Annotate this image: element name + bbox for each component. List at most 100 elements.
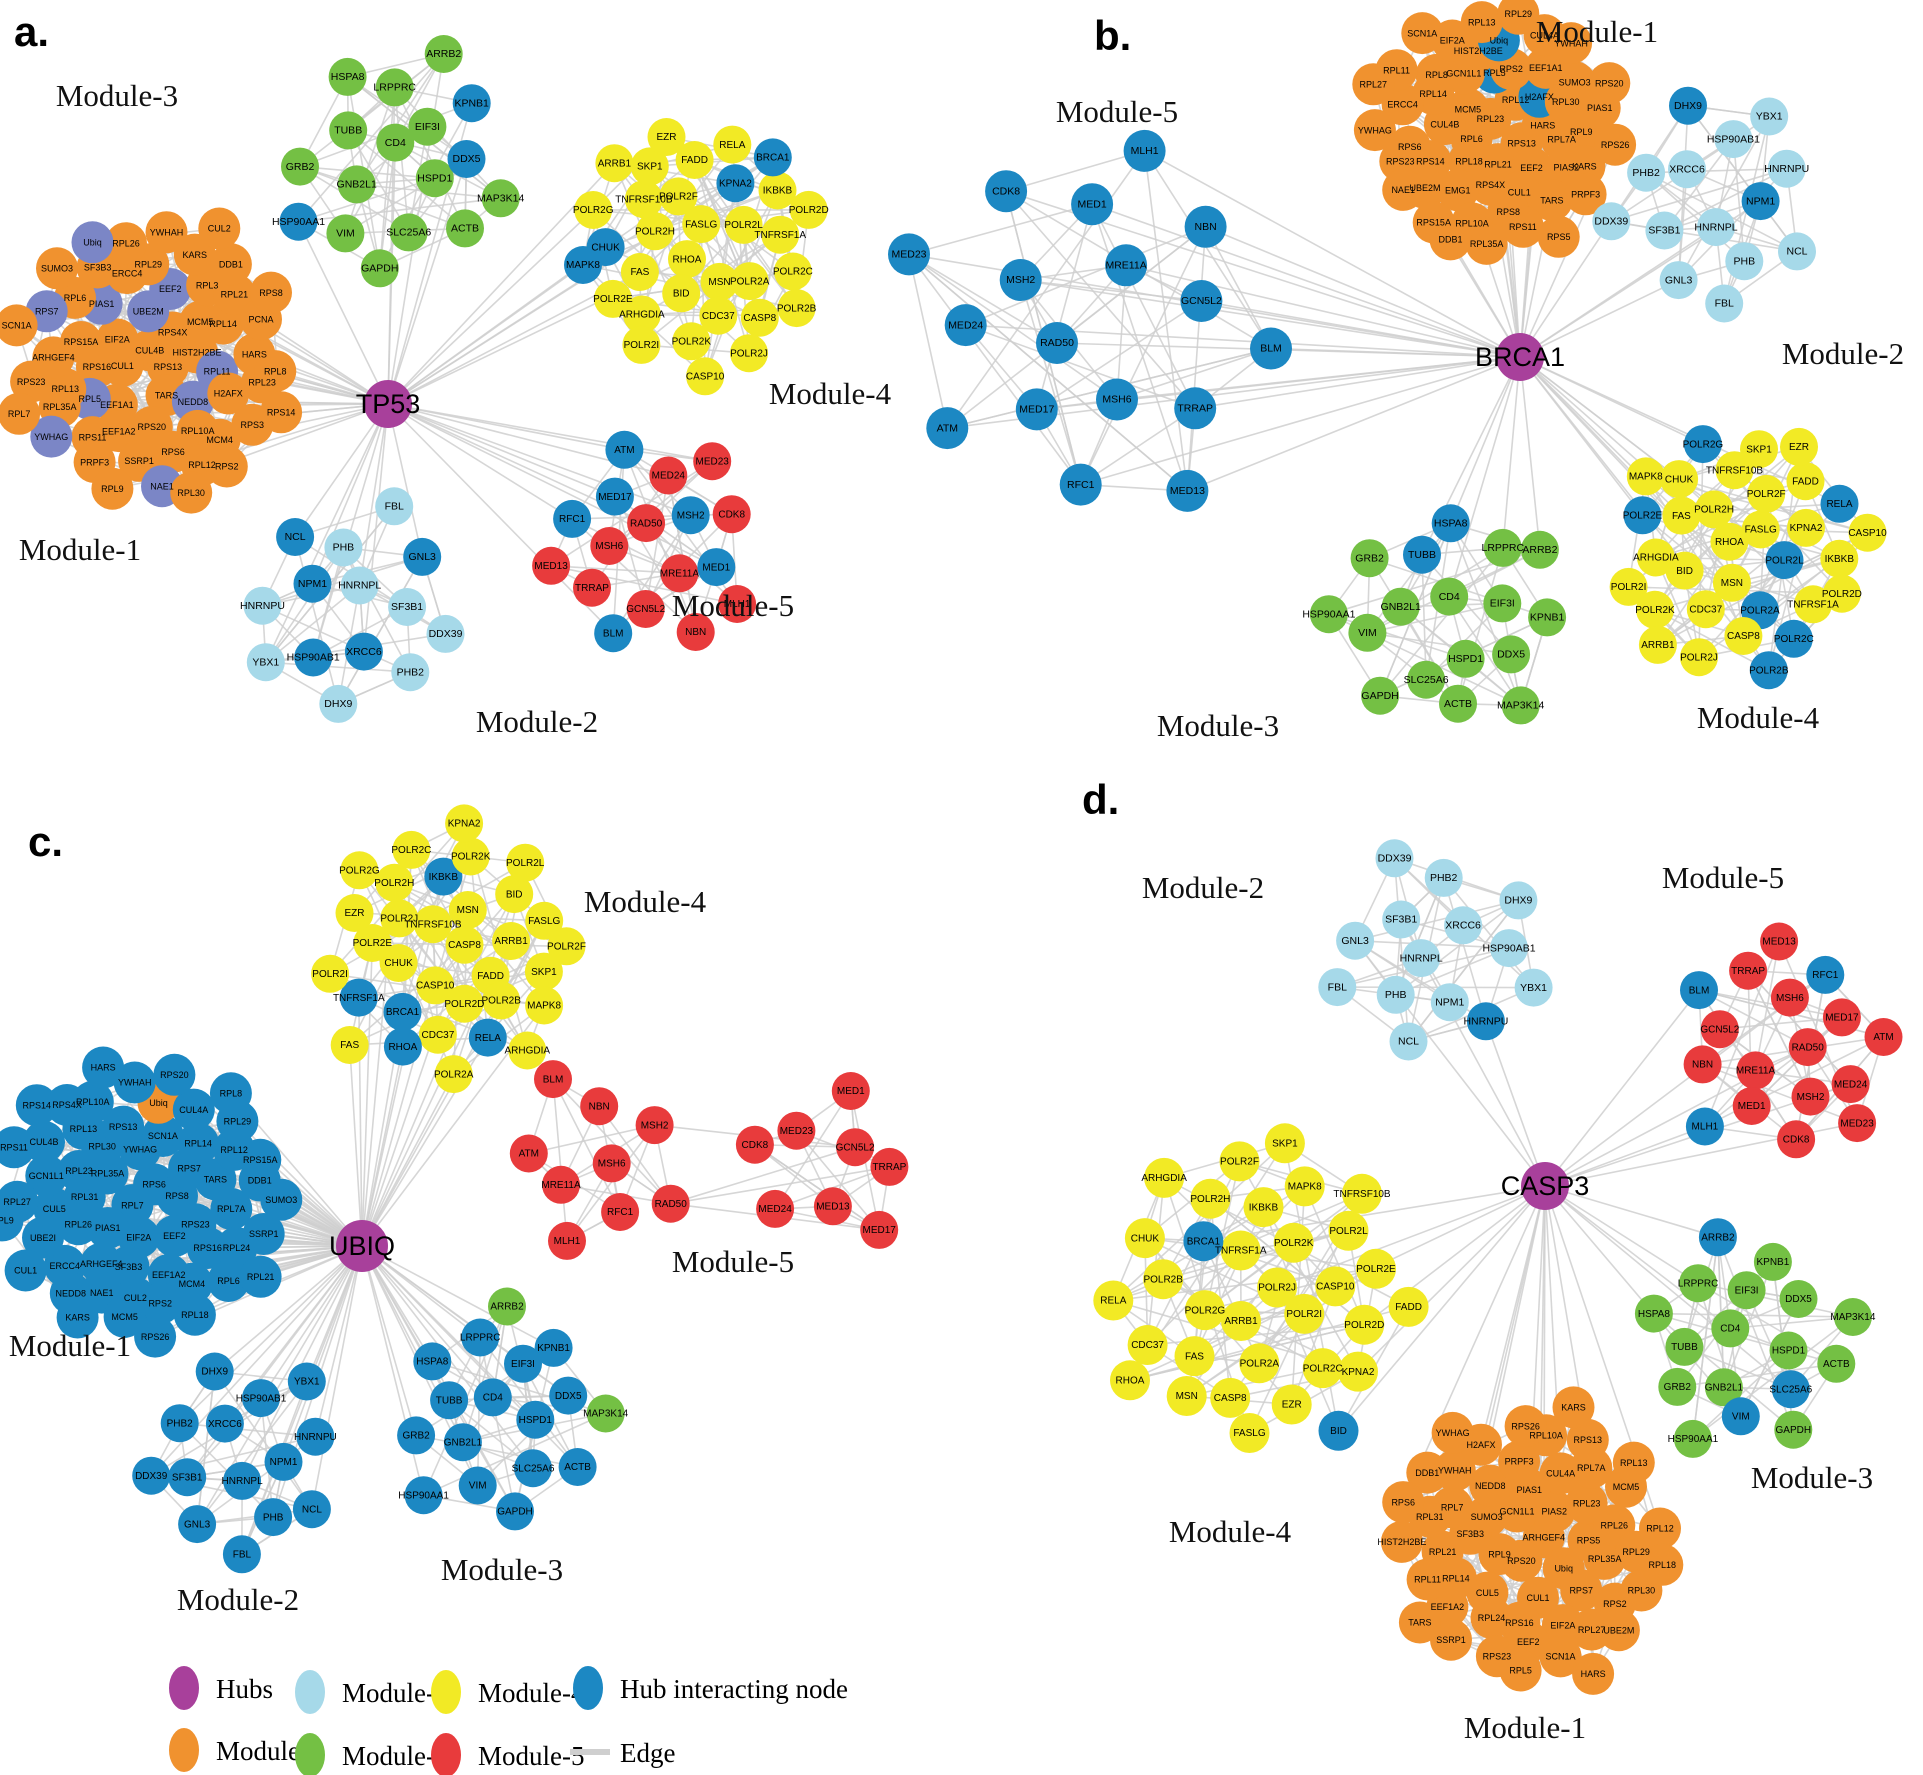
node-CHUK[interactable]: [1124, 1218, 1165, 1259]
node-RAD50[interactable]: [627, 504, 666, 543]
node-YWHAG[interactable]: [1431, 1411, 1474, 1454]
node-CDC37[interactable]: [1686, 590, 1725, 629]
node-BID[interactable]: [1318, 1410, 1359, 1451]
node-MED23[interactable]: [693, 442, 732, 481]
node-MED1[interactable]: [1732, 1087, 1771, 1125]
node-SF3B1[interactable]: [1645, 211, 1684, 250]
node-ATM[interactable]: [509, 1134, 548, 1173]
node-RPL18[interactable]: [173, 1293, 216, 1336]
node-CUL2[interactable]: [198, 207, 241, 250]
node-ARHGDIA[interactable]: [508, 1031, 547, 1070]
node-SCN1A[interactable]: [0, 304, 38, 347]
node-POLR2K[interactable]: [1273, 1222, 1314, 1263]
node-CASP10[interactable]: [1315, 1266, 1356, 1307]
node-FAS[interactable]: [330, 1026, 369, 1064]
node-KPNA2[interactable]: [1787, 508, 1825, 547]
node-POLR2L[interactable]: [506, 843, 545, 882]
node-YWHAG[interactable]: [30, 415, 73, 458]
node-NPM1[interactable]: [1741, 182, 1780, 221]
node-RPL18[interactable]: [1641, 1543, 1684, 1586]
node-FADD[interactable]: [675, 141, 714, 179]
node-LRPPRC[interactable]: [461, 1318, 500, 1357]
node-MSN[interactable]: [448, 891, 487, 929]
node-MSH2[interactable]: [999, 259, 1042, 301]
node-POLR2C[interactable]: [1302, 1348, 1343, 1389]
node-NBN[interactable]: [676, 613, 715, 651]
node-FASLG[interactable]: [1229, 1413, 1270, 1453]
node-RAD50[interactable]: [651, 1184, 690, 1223]
node-TUBB[interactable]: [329, 111, 368, 150]
node-PHB[interactable]: [254, 1498, 293, 1537]
node-RPS26[interactable]: [134, 1315, 177, 1358]
node-DHX9[interactable]: [195, 1352, 234, 1391]
node-YBX1[interactable]: [246, 643, 285, 682]
node-GCN5L2[interactable]: [836, 1128, 875, 1167]
node-DDX5[interactable]: [1492, 635, 1531, 674]
node-BID[interactable]: [495, 875, 534, 914]
node-GRB2[interactable]: [281, 147, 319, 186]
node-LRPPRC[interactable]: [1679, 1264, 1718, 1303]
node-BLM[interactable]: [1680, 971, 1718, 1010]
node-RPL12[interactable]: [1639, 1507, 1681, 1550]
node-VIM[interactable]: [458, 1466, 497, 1505]
node-RPL8[interactable]: [209, 1072, 252, 1115]
node-MED13[interactable]: [813, 1187, 852, 1226]
node-HSPD1[interactable]: [1769, 1331, 1808, 1370]
node-SLC25A6[interactable]: [389, 213, 428, 252]
node-CDK8[interactable]: [1777, 1120, 1816, 1159]
node-RPL9[interactable]: [1478, 1533, 1521, 1576]
node-YWHAH[interactable]: [1550, 22, 1593, 65]
node-RPS14[interactable]: [260, 391, 303, 434]
node-EMG1[interactable]: [1436, 169, 1479, 212]
node-RPL9[interactable]: [0, 1199, 24, 1242]
node-UBE2M[interactable]: [1597, 1609, 1640, 1652]
node-MSH6[interactable]: [1770, 978, 1809, 1017]
node-RAD50[interactable]: [1036, 322, 1078, 364]
node-MSH6[interactable]: [1096, 378, 1138, 421]
node-HNRNPL[interactable]: [340, 566, 379, 605]
node-TNFRSF1A[interactable]: [339, 978, 378, 1017]
node-FBL[interactable]: [1705, 284, 1744, 323]
node-SF3B1[interactable]: [1382, 900, 1421, 939]
node-EIF3I[interactable]: [1727, 1271, 1766, 1310]
node-CASP8[interactable]: [445, 925, 484, 964]
node-HSPD1[interactable]: [1446, 639, 1485, 678]
node-ARRB1[interactable]: [595, 144, 634, 183]
node-XRCC6[interactable]: [1668, 150, 1706, 189]
node-POLR2L[interactable]: [1328, 1210, 1369, 1251]
node-YBX1[interactable]: [1514, 968, 1553, 1007]
node-HNRNPL[interactable]: [223, 1461, 262, 1500]
node-FASLG[interactable]: [525, 901, 564, 940]
node-RHOA[interactable]: [383, 1027, 422, 1066]
node-POLR2L[interactable]: [724, 205, 763, 244]
node-POLR2E[interactable]: [353, 924, 392, 962]
node-POLR2H[interactable]: [1190, 1178, 1231, 1219]
node-MED17[interactable]: [1822, 998, 1861, 1037]
node-RPL13[interactable]: [1460, 1, 1503, 44]
node-RPL8[interactable]: [1415, 53, 1458, 96]
node-CASP10[interactable]: [1848, 513, 1887, 552]
node-RHOA[interactable]: [1110, 1360, 1150, 1401]
node-POLR2K[interactable]: [672, 322, 711, 361]
node-SKP1[interactable]: [1264, 1123, 1305, 1164]
node-EIF3I[interactable]: [408, 107, 447, 146]
node-RHOA[interactable]: [668, 240, 706, 279]
node-IKBKB[interactable]: [1243, 1187, 1284, 1228]
node-HSP90AB1[interactable]: [242, 1379, 280, 1418]
node-NCL[interactable]: [276, 518, 315, 556]
node-MED24[interactable]: [944, 304, 987, 347]
node-DDX5[interactable]: [1779, 1280, 1818, 1318]
node-GAPDH[interactable]: [1361, 676, 1400, 715]
node-SKP1[interactable]: [1740, 430, 1778, 469]
node-MED17[interactable]: [860, 1210, 899, 1249]
node-TRRAP[interactable]: [1729, 951, 1768, 990]
node-POLR2F[interactable]: [1219, 1141, 1260, 1182]
node-POLR2F[interactable]: [659, 177, 698, 216]
node-ATM[interactable]: [926, 407, 969, 450]
node-POLR2F[interactable]: [1747, 474, 1786, 513]
node-SLC25A6[interactable]: [1771, 1370, 1810, 1409]
node-KPNA2[interactable]: [1338, 1351, 1378, 1392]
node-GAPDH[interactable]: [1774, 1410, 1813, 1449]
node-CUL4A[interactable]: [172, 1088, 215, 1131]
node-CD4[interactable]: [1711, 1309, 1750, 1348]
